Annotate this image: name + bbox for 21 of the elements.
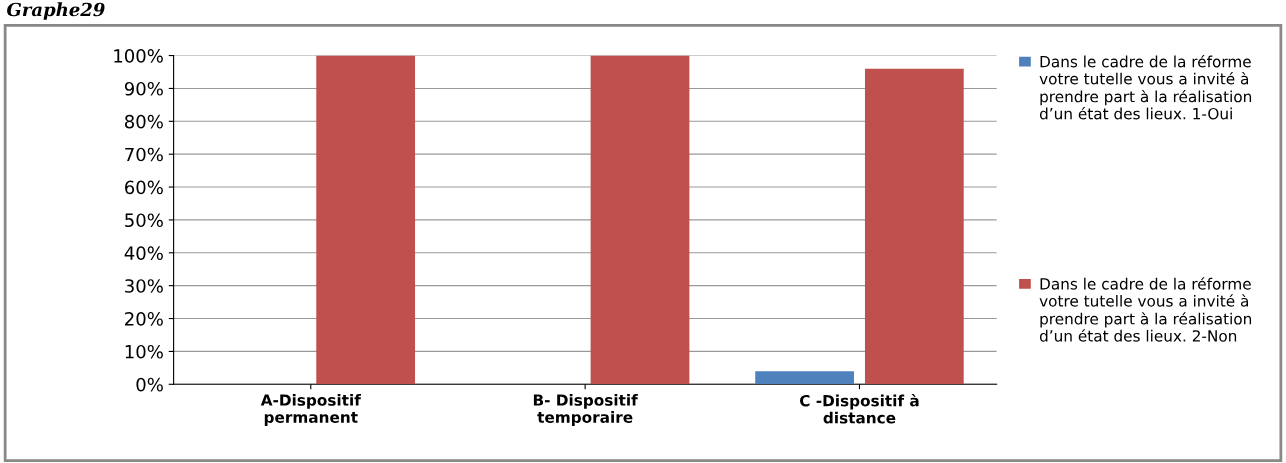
legend-label: Dans le cadre de la réforme votre tutelle vous a invité à prendre part à la réalisation d’un état des lieux. 2-Non — [1039, 277, 1252, 342]
y-tick-label: 10% — [125, 344, 163, 359]
bar — [590, 55, 690, 385]
bar — [755, 371, 854, 385]
chart-title: Graphe29 — [7, 2, 105, 20]
legend-label: Dans le cadre de la réforme votre tutelle vous a invité à prendre part à la réalisation d’un état des lieux. 1-Oui — [1039, 54, 1252, 120]
x-tick-label: B- Dispositif temporaire — [533, 394, 638, 426]
y-tick-label: 60% — [125, 180, 163, 195]
y-tick-label: 80% — [124, 114, 163, 129]
y-tick-label: 70% — [125, 147, 163, 162]
y-tick-label: 40% — [124, 246, 163, 260]
y-tick-label: 90% — [124, 81, 163, 96]
bar — [864, 68, 964, 385]
y-tick-label: 30% — [125, 279, 163, 293]
x-tick-label: A-Dispositif permanent — [260, 394, 361, 426]
bar — [316, 55, 416, 385]
y-tick-label: 20% — [125, 312, 163, 326]
y-tick-label: 50% — [125, 213, 163, 228]
y-tick-label: 0% — [136, 377, 163, 392]
x-tick-label: C -Dispositif à distance — [800, 394, 919, 424]
y-tick-label: 100% — [114, 49, 163, 63]
